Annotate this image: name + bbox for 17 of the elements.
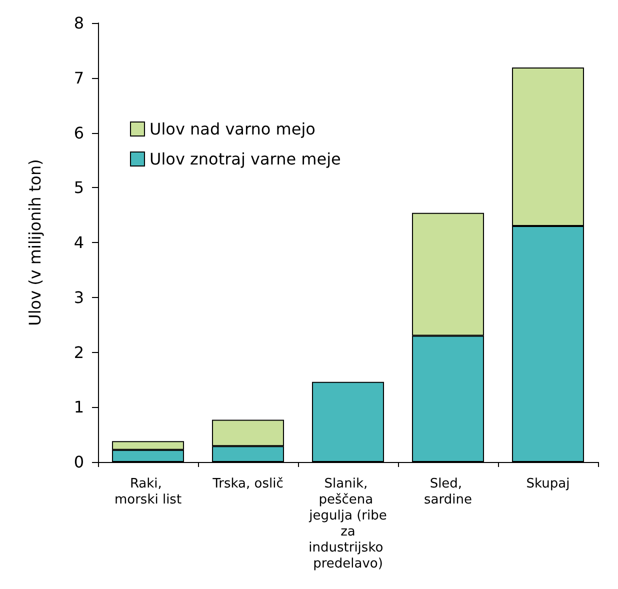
y-tick-label: 3 (74, 288, 84, 307)
y-tick-label: 7 (74, 68, 84, 88)
y-tick-label: 5 (74, 178, 84, 198)
x-tick-label: Trska, oslič (212, 476, 284, 492)
y-tick-label: 8 (74, 14, 84, 32)
legend-label: Ulov nad varno mejo (150, 120, 316, 138)
y-tick-label: 4 (74, 233, 84, 252)
y-tick-label: 2 (74, 342, 84, 362)
x-tick-label: Sled, sardine (424, 476, 472, 508)
y-tick-label: 6 (74, 123, 84, 142)
legend-label: Ulov znotraj varne meje (150, 150, 341, 168)
x-tick-label: Raki, morski list (114, 476, 182, 508)
y-axis-title: Ulov (v milijonih ton) (26, 159, 44, 326)
y-tick-label: 1 (74, 398, 84, 417)
x-tick-label: Skupaj (526, 476, 570, 492)
x-tick-label: Slanik, peščena jegulja (ribe za industrijsko predelavo) (308, 476, 388, 572)
y-tick-label: 0 (74, 452, 84, 472)
